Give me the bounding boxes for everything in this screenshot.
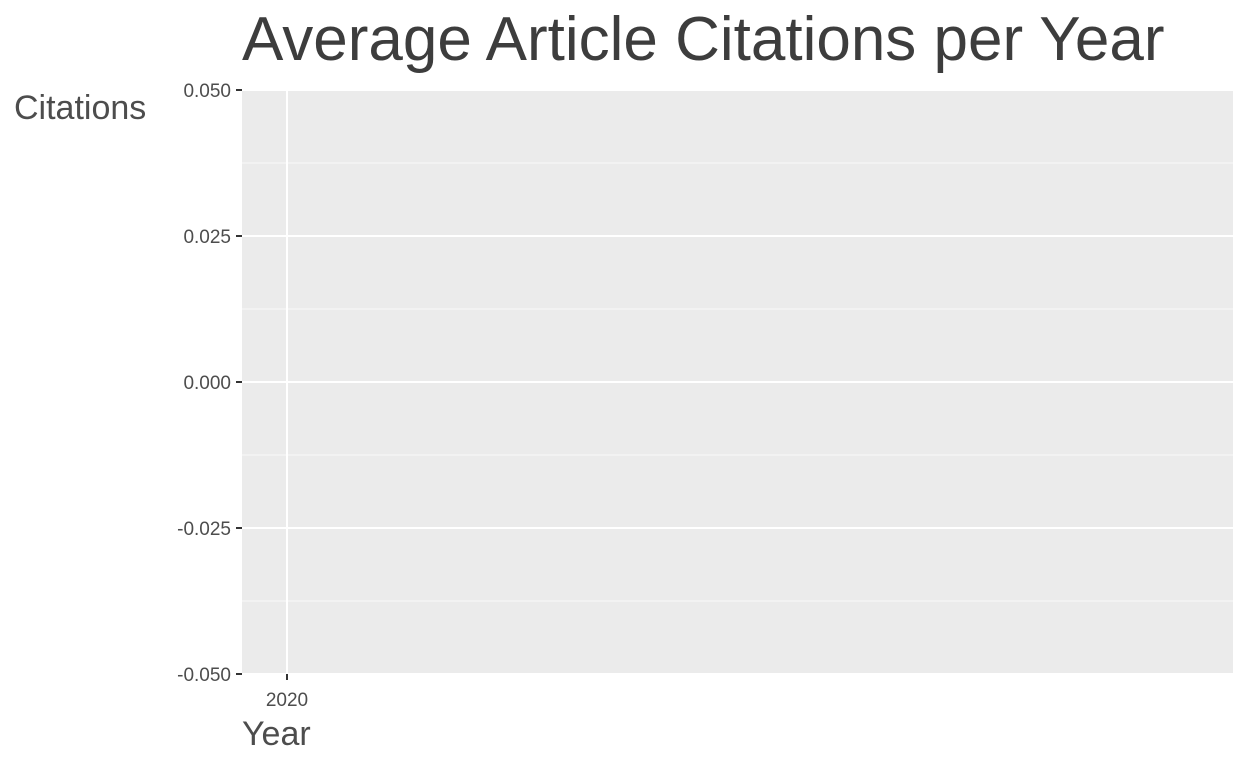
x-axis-title: Year xyxy=(242,715,311,753)
x-tick-label: 2020 xyxy=(266,690,308,711)
y-tick-label: -0.025 xyxy=(177,519,231,540)
x-axis: 2020 xyxy=(266,674,308,711)
y-tick-label: 0.025 xyxy=(183,227,231,248)
minor-gridlines xyxy=(242,162,1233,602)
y-axis: 0.050 0.025 0.000 -0.025 -0.050 xyxy=(177,81,242,686)
major-gridlines xyxy=(242,89,1233,675)
y-tick-label: 0.050 xyxy=(183,81,231,102)
chart-title: Average Article Citations per Year xyxy=(242,5,1165,74)
y-tick-label: 0.000 xyxy=(183,373,231,394)
y-axis-title: Citations xyxy=(14,89,147,127)
y-tick-label: -0.050 xyxy=(177,665,231,686)
